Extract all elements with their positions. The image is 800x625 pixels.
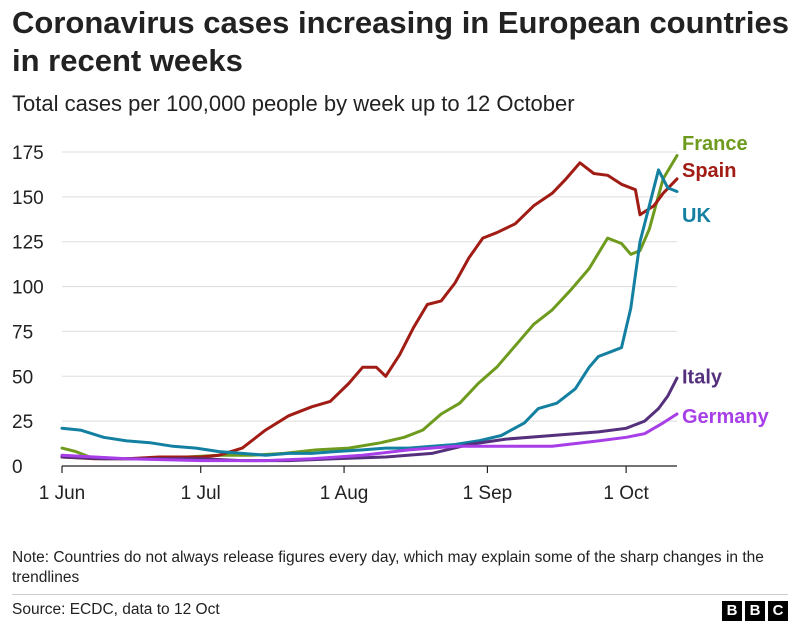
- gridlines: [62, 151, 677, 422]
- series-line-italy: [60, 376, 679, 463]
- series-label-germany: Germany: [682, 406, 770, 428]
- y-tick-label: 50: [12, 367, 33, 388]
- logo-letter: B: [722, 601, 742, 621]
- series-line-germany: [60, 412, 679, 463]
- y-axis: 0 25 50 75 100 125 150 175: [12, 143, 44, 478]
- logo-letter: C: [768, 601, 788, 621]
- y-tick-label: 125: [12, 233, 44, 254]
- bbc-logo: B B C: [722, 601, 788, 621]
- x-tick-label: 1 Jun: [39, 483, 85, 504]
- chart-title: Coronavirus cases increasing in European…: [12, 5, 789, 78]
- series-line-france: [60, 154, 679, 461]
- y-tick-label: 75: [12, 322, 33, 343]
- series-line-uk: [60, 168, 679, 457]
- x-axis: 1 Jun 1 Jul 1 Aug 1 Sep 1 Oct: [39, 465, 677, 504]
- chart-subtitle: Total cases per 100,000 people by week u…: [12, 91, 575, 116]
- line-chart: 1 Jun 1 Jul 1 Aug 1 Sep 1 Oct 0 25 50 75 100 125 1…: [12, 133, 770, 504]
- series-label-uk: UK: [682, 205, 711, 227]
- x-tick-label: 1 Aug: [320, 483, 369, 504]
- y-tick-label: 25: [12, 412, 33, 433]
- logo-letter: B: [745, 601, 765, 621]
- x-tick-label: 1 Jul: [181, 483, 221, 504]
- series-label-spain: Spain: [682, 160, 736, 182]
- x-tick-label: 1 Sep: [463, 483, 513, 504]
- y-tick-label: 175: [12, 143, 44, 164]
- y-tick-label: 0: [12, 457, 23, 478]
- series-lines: [60, 154, 679, 463]
- y-tick-label: 100: [12, 278, 44, 299]
- footnote: Note: Countries do not always release fi…: [12, 549, 764, 586]
- x-tick-label: 1 Oct: [603, 483, 649, 504]
- source-text: Source: ECDC, data to 12 Oct: [12, 601, 220, 618]
- series-label-france: France: [682, 133, 748, 155]
- series-line-spain: [60, 161, 679, 461]
- footer-divider: [12, 594, 788, 595]
- y-tick-label: 150: [12, 188, 44, 209]
- series-label-italy: Italy: [682, 366, 723, 388]
- series-labels: France Spain UK Italy Germany: [682, 133, 770, 428]
